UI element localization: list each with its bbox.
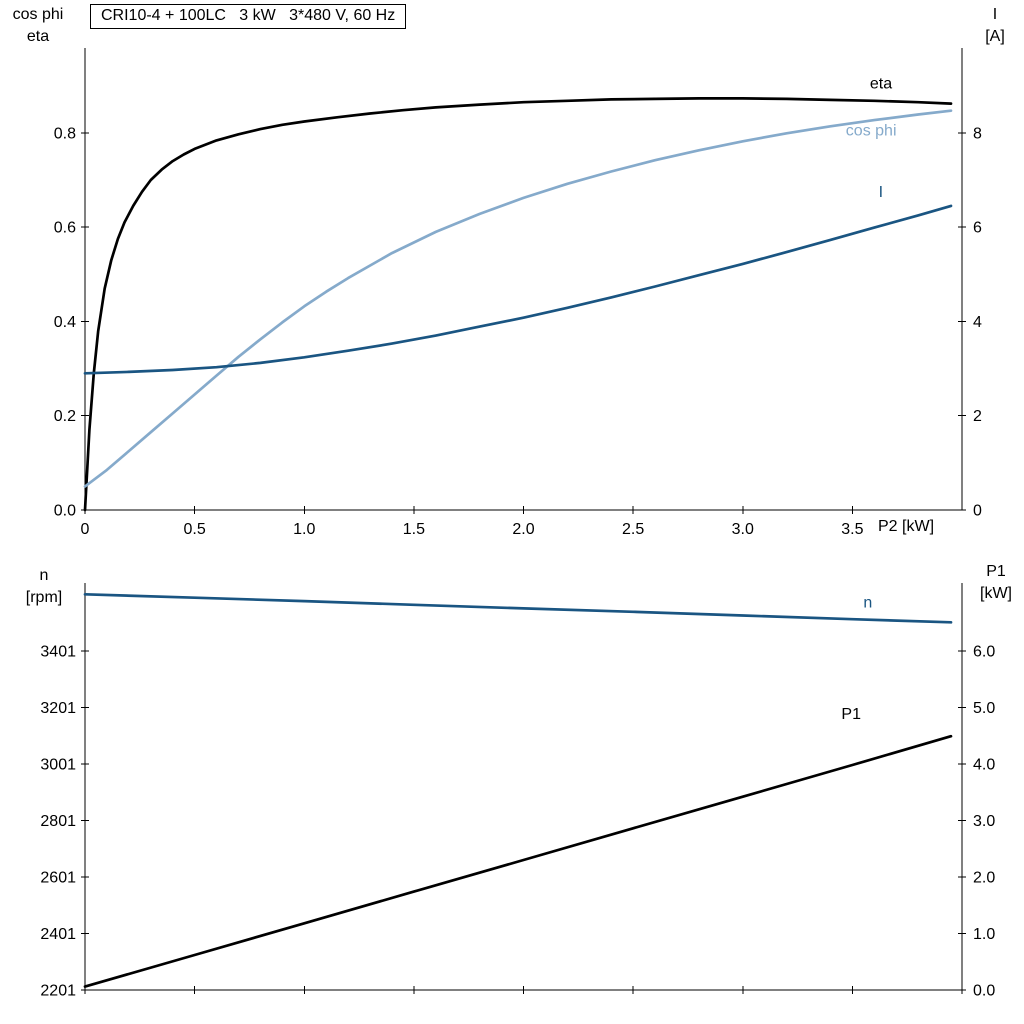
- x-tick-label: 3.5: [841, 521, 863, 538]
- left-axis-title-line2: [rpm]: [25, 589, 63, 606]
- y-left-tick-label: 0.2: [54, 408, 76, 425]
- y-right-tick-label: 2: [973, 408, 982, 425]
- y-right-tick-label: 4.0: [973, 756, 995, 773]
- bottom-chart-right-axis-title: P1 [kW]: [972, 561, 1020, 605]
- series-cos-phi-label: cos phi: [846, 123, 897, 140]
- right-axis-title-line2: [kW]: [980, 585, 1012, 602]
- right-axis-title-line2: [A]: [985, 28, 1005, 45]
- right-axis-title-line1: I: [992, 6, 998, 23]
- series-current-label: I: [879, 184, 883, 201]
- y-right-tick-label: 6: [973, 220, 982, 237]
- y-left-tick-label: 2201: [40, 983, 76, 1000]
- x-tick-label: 3.0: [732, 521, 754, 538]
- y-left-tick-label: 0.4: [54, 314, 76, 331]
- x-axis-label: P2 [kW]: [878, 518, 935, 535]
- y-left-tick-label: 3401: [40, 643, 76, 660]
- y-right-tick-label: 0.0: [973, 983, 995, 1000]
- chart-title: CRI10-4 + 100LC 3 kW 3*480 V, 60 Hz: [90, 4, 407, 29]
- left-axis-title-line1: cos phi: [12, 6, 64, 23]
- series-cos-phi-line: [83, 109, 953, 488]
- series-p1-power-line: [83, 734, 953, 988]
- series-current-line: [83, 204, 953, 375]
- series-speed-line: [83, 592, 953, 624]
- top-chart-right-axis-title: I [A]: [972, 4, 1018, 48]
- x-tick-label: 1.5: [403, 521, 425, 538]
- y-right-tick-label: 6.0: [973, 643, 995, 660]
- series-speed-label: n: [863, 595, 872, 612]
- y-right-tick-label: 3.0: [973, 813, 995, 830]
- y-right-tick-label: 2.0: [973, 869, 995, 886]
- x-tick-label: 0: [81, 521, 90, 538]
- y-left-tick-label: 3201: [40, 700, 76, 717]
- y-left-tick-label: 0.8: [54, 125, 76, 142]
- y-right-tick-label: 0: [973, 503, 982, 520]
- y-right-tick-label: 8: [973, 125, 982, 142]
- series-eta-line: [83, 97, 953, 512]
- y-left-tick-label: 0.6: [54, 220, 76, 237]
- top-chart-left-axis-title: cos phi eta: [6, 4, 70, 48]
- x-tick-label: 2.0: [512, 521, 534, 538]
- y-right-tick-label: 5.0: [973, 700, 995, 717]
- series-eta-label: eta: [870, 75, 892, 92]
- chart-1: 2201 2401 2601 2801 3001 3201 3401 0.0 1.0 2.0 3.0…: [40, 583, 995, 1000]
- y-right-tick-label: 4: [973, 314, 982, 331]
- x-tick-label: 1.0: [293, 521, 315, 538]
- y-left-tick-label: 2801: [40, 813, 76, 830]
- x-tick-label: 2.5: [622, 521, 644, 538]
- y-left-tick-label: 2601: [40, 869, 76, 886]
- left-axis-title-line2: eta: [26, 28, 50, 45]
- y-right-tick-label: 1.0: [973, 926, 995, 943]
- chart-0: 0 0.5 1.0 1.5 2.0 2.5 3.0 3.5 0.0 0.2 0.4 0.6 0.8 0 2 4…: [54, 48, 982, 538]
- left-axis-title-line1: n: [39, 567, 49, 584]
- y-left-tick-label: 2401: [40, 926, 76, 943]
- x-tick-label: 0.5: [184, 521, 206, 538]
- series-p1-power-label: P1: [841, 706, 861, 723]
- y-left-tick-label: 0.0: [54, 503, 76, 520]
- y-left-tick-label: 3001: [40, 756, 76, 773]
- right-axis-title-line1: P1: [986, 563, 1006, 580]
- bottom-chart-left-axis-title: n [rpm]: [12, 565, 76, 609]
